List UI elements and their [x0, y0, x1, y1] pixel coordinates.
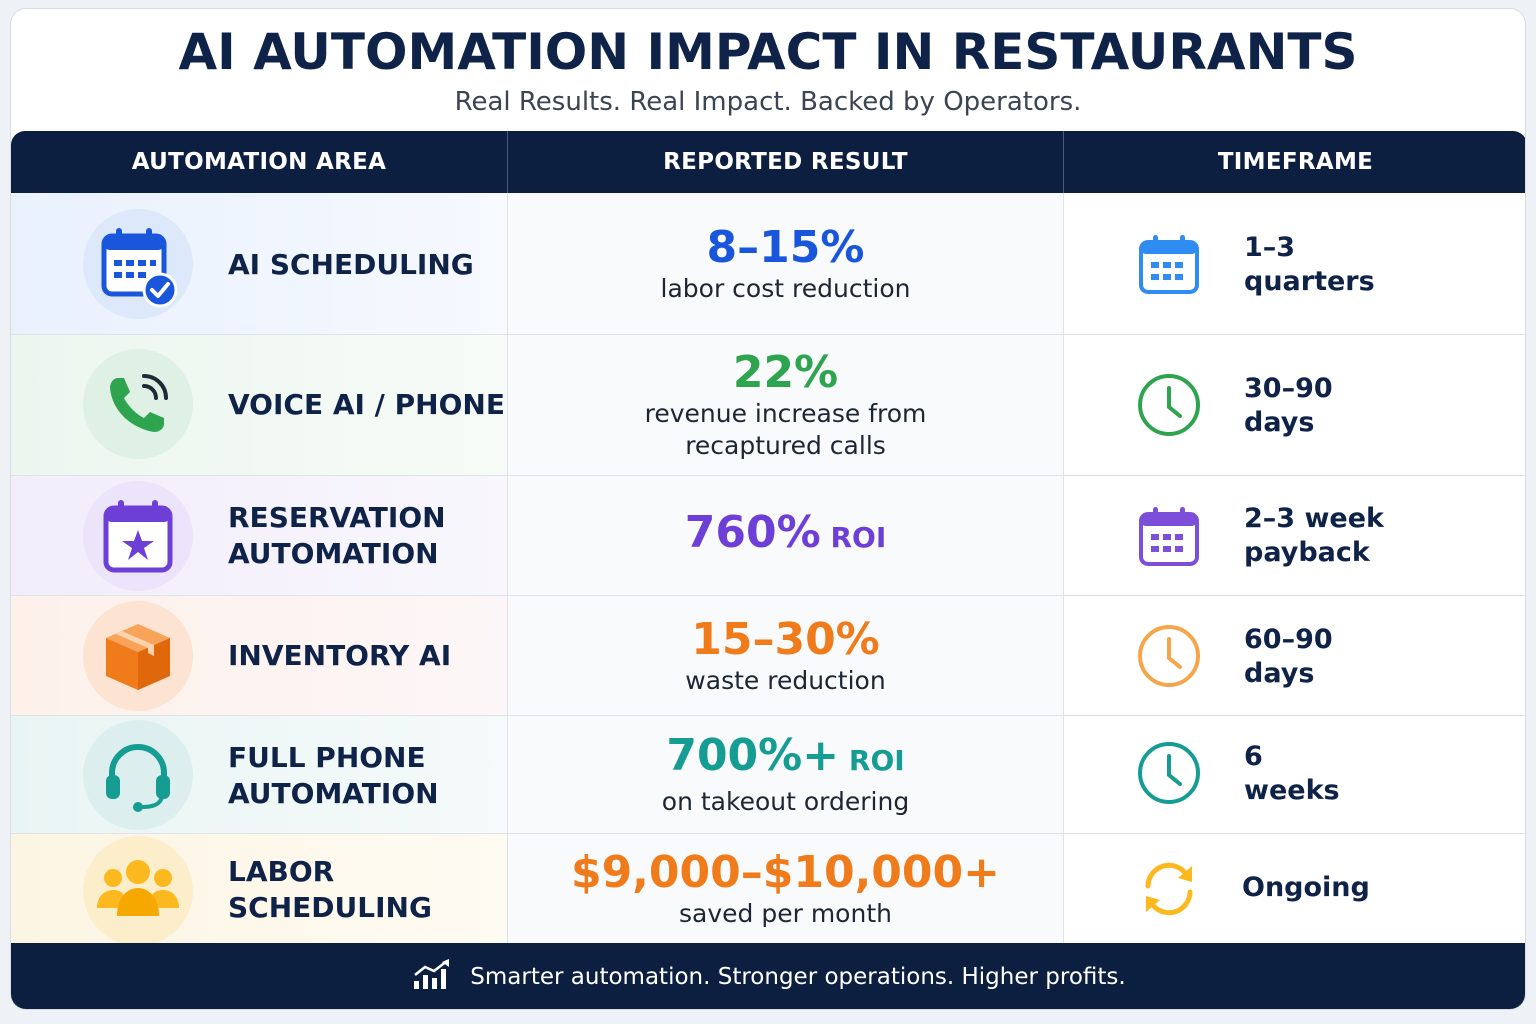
timeframe-text: 30–90 days	[1244, 373, 1333, 438]
result-suffix: ROI	[820, 521, 887, 554]
result-cell: 22% revenue increase from recaptured cal…	[508, 335, 1064, 475]
headset-icon	[83, 720, 193, 830]
result-value: 22%	[732, 347, 839, 398]
area-label: LABOR SCHEDULING	[228, 855, 432, 924]
result-description: waste reduction	[685, 665, 886, 695]
area-cell: INVENTORY AI	[11, 596, 508, 715]
clock-icon	[1136, 372, 1202, 438]
header-reported-result: REPORTED RESULT	[508, 131, 1064, 193]
footer-banner: Smarter automation. Stronger operations.…	[11, 943, 1525, 1009]
result-cell: $9,000–$10,000+ saved per month	[508, 834, 1064, 944]
timeframe-cell: 6 weeks	[1064, 716, 1525, 833]
result-value: 15–30%	[691, 613, 880, 665]
phone-signal-icon	[83, 349, 193, 459]
area-label: AI SCHEDULING	[228, 248, 474, 281]
table-row: VOICE AI / PHONE 22% revenue increase fr…	[11, 335, 1525, 476]
refresh-icon	[1136, 856, 1202, 922]
result-value: $9,000–$10,000+	[570, 847, 1001, 898]
page-title: AI AUTOMATION IMPACT IN RESTAURANTS	[178, 23, 1358, 81]
calendar-check-icon	[83, 209, 193, 319]
result-cell: 700%+ ROI on takeout ordering	[508, 716, 1064, 833]
clock-icon	[1136, 623, 1202, 689]
table-row: RESERVATION AUTOMATION 760% ROI 2–3 week…	[11, 476, 1525, 596]
infographic-card: AI AUTOMATION IMPACT IN RESTAURANTS Real…	[10, 8, 1526, 1010]
timeframe-text: 60–90 days	[1244, 624, 1333, 689]
result-description: revenue increase from recaptured calls	[644, 399, 927, 460]
header-timeframe: TIMEFRAME	[1217, 149, 1374, 175]
result-cell: 760% ROI	[508, 476, 1064, 595]
timeframe-cell: Ongoing	[1064, 834, 1525, 944]
area-label: FULL PHONE AUTOMATION	[228, 741, 439, 810]
result-value: 760% ROI	[684, 507, 887, 558]
timeframe-cell: 30–90 days	[1064, 335, 1525, 475]
team-icon	[83, 836, 193, 946]
calendar-icon	[1136, 503, 1202, 569]
timeframe-cell: 2–3 week payback	[1064, 476, 1525, 595]
result-cell: 8–15% labor cost reduction	[508, 193, 1064, 334]
area-cell: RESERVATION AUTOMATION	[11, 476, 508, 595]
table-header: AUTOMATION AREA REPORTED RESULT TIMEFRAM…	[11, 131, 1525, 193]
result-description: on takeout ordering	[661, 787, 910, 816]
table-row: INVENTORY AI 15–30% waste reduction 60–9…	[11, 596, 1525, 716]
area-cell: AI SCHEDULING	[11, 193, 508, 334]
result-description: labor cost reduction	[660, 273, 911, 303]
area-cell: VOICE AI / PHONE	[11, 335, 508, 475]
result-value: 8–15%	[706, 221, 865, 273]
result-cell: 15–30% waste reduction	[508, 596, 1064, 715]
table-row: LABOR SCHEDULING $9,000–$10,000+ saved p…	[11, 834, 1525, 946]
calendar-star-icon	[83, 481, 193, 591]
area-cell: FULL PHONE AUTOMATION	[11, 716, 508, 833]
box-icon	[83, 601, 193, 711]
header-automation-area: AUTOMATION AREA	[11, 131, 508, 193]
calendar-icon	[1136, 231, 1202, 297]
result-description: saved per month	[679, 899, 892, 928]
page-subtitle: Real Results. Real Impact. Backed by Ope…	[454, 87, 1082, 117]
table-row: FULL PHONE AUTOMATION 700%+ ROI on takeo…	[11, 716, 1525, 834]
footer-tagline: Smarter automation. Stronger operations.…	[470, 964, 1126, 990]
timeframe-text: Ongoing	[1242, 872, 1370, 903]
result-suffix: ROI	[839, 744, 905, 777]
area-label: VOICE AI / PHONE	[228, 388, 505, 421]
timeframe-cell: 60–90 days	[1064, 596, 1525, 715]
table-body: AI SCHEDULING 8–15% labor cost reduction…	[11, 193, 1525, 946]
result-value: 700%+ ROI	[666, 730, 905, 781]
area-label: INVENTORY AI	[228, 639, 452, 672]
timeframe-text: 2–3 week payback	[1244, 503, 1384, 568]
timeframe-cell: 1–3 quarters	[1064, 193, 1525, 334]
table-row: AI SCHEDULING 8–15% labor cost reduction…	[11, 193, 1525, 335]
growth-chart-icon	[412, 959, 452, 995]
timeframe-text: 6 weeks	[1244, 741, 1340, 806]
timeframe-text: 1–3 quarters	[1244, 232, 1375, 297]
clock-icon	[1136, 740, 1202, 806]
area-label: RESERVATION AUTOMATION	[228, 501, 446, 570]
area-cell: LABOR SCHEDULING	[11, 834, 508, 946]
